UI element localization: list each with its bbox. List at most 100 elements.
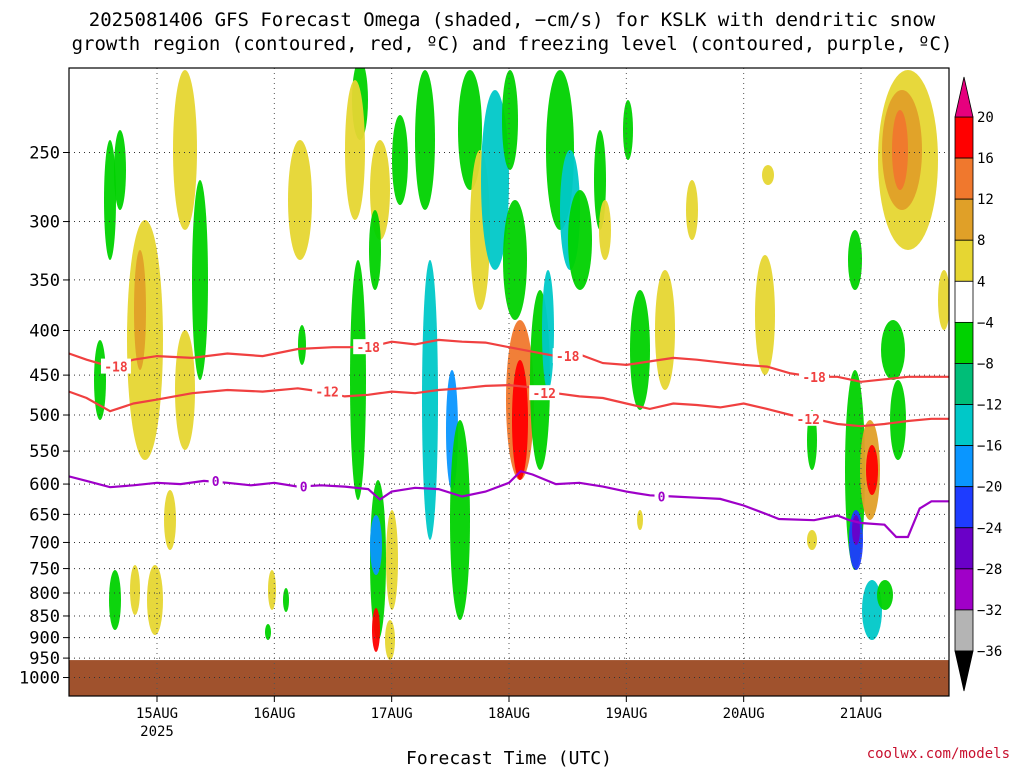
contour-label-bg (529, 385, 560, 401)
y-axis: 2503003504004505005506006507007508008509… (19, 144, 69, 689)
colorbar-label: 20 (977, 110, 994, 126)
colorbar-swatch (954, 280, 974, 323)
colorbar-label: 4 (977, 274, 985, 290)
contour-line-0 (69, 469, 949, 539)
colorbar-label: 16 (977, 151, 994, 167)
y-tick-label: 950 (29, 649, 60, 669)
colorbar-swatch (954, 198, 974, 241)
contour-label-bg (100, 358, 131, 374)
contour-label-bg (353, 339, 384, 355)
colorbar-label: −12 (977, 398, 1002, 414)
omega-cell (686, 180, 698, 240)
omega-cell (848, 230, 862, 290)
omega-cell (173, 70, 197, 230)
x-tick-label: 21AUG (840, 706, 882, 722)
omega-cell (288, 140, 312, 260)
colorbar-label: −8 (977, 356, 994, 372)
colorbar-label: −16 (977, 439, 1002, 455)
omega-cell (866, 445, 878, 495)
y-tick-label: 700 (29, 533, 60, 553)
omega-cell (372, 608, 380, 652)
omega-cell (147, 565, 163, 635)
omega-cell (938, 270, 949, 330)
contour-label-bg (312, 383, 343, 399)
colorbar-label: −32 (977, 603, 1002, 619)
omega-cell (890, 380, 906, 460)
x-axis-label: Forecast Time (UTC) (406, 748, 612, 768)
contour-label: -18 (802, 371, 826, 386)
x-tick-label: 18AUG (488, 706, 530, 722)
omega-cell (630, 290, 650, 410)
contour-label-bg (296, 478, 311, 494)
contour-label-bg (552, 348, 583, 364)
colorbar-label: −20 (977, 480, 1002, 496)
omega-cell (623, 100, 633, 160)
x-tick-label: 20AUG (723, 706, 765, 722)
chart-title-line-2: growth region (contoured, red, ºC) and f… (71, 33, 953, 55)
y-tick-label: 1000 (19, 669, 60, 689)
omega-cell (370, 515, 382, 575)
colorbar-label: 8 (977, 233, 985, 249)
x-axis: 15AUG 16AUG 17AUG 18AUG 19AUG 20AUG 21AUG 2025 (136, 696, 882, 740)
omega-cell (134, 250, 146, 370)
contour-label-bg (208, 472, 223, 488)
y-tick-label: 850 (29, 607, 60, 627)
x-tick-label: 16AUG (253, 706, 295, 722)
omega-cell (755, 255, 775, 375)
omega-cell (265, 624, 271, 640)
colorbar-bottom-arrow (954, 650, 974, 692)
colorbar-label: −36 (977, 644, 1002, 660)
contour-label-bg (654, 488, 669, 504)
contour-label-bg (799, 368, 830, 384)
contour-label: -18 (104, 361, 128, 376)
x-tick-label: 15AUG (136, 706, 178, 722)
omega-cell (104, 140, 116, 260)
colorbar-swatch (954, 404, 974, 447)
omega-cell (130, 565, 140, 615)
y-tick-label: 550 (29, 442, 60, 462)
contour-label: 0 (300, 481, 308, 496)
y-tick-label: 650 (29, 505, 60, 525)
omega-cell (655, 270, 675, 390)
omega-cell (450, 420, 470, 620)
contour-label-bg (793, 410, 824, 426)
omega-cell (762, 165, 774, 185)
credit-link[interactable]: coolwx.com/models (866, 746, 1010, 762)
omega-cell (892, 110, 908, 190)
colorbar-label: −24 (977, 521, 1002, 537)
omega-cell (109, 570, 121, 630)
omega-cell (298, 325, 306, 365)
colorbar-swatch (954, 568, 974, 611)
y-tick-label: 350 (29, 271, 60, 291)
x-tick-label: 19AUG (605, 706, 647, 722)
colorbar-swatch (954, 321, 974, 364)
colorbar-swatch (954, 609, 974, 652)
omega-cell (392, 115, 408, 205)
colorbar-swatch (954, 486, 974, 529)
y-tick-label: 750 (29, 560, 60, 580)
omega-cell (881, 320, 905, 380)
contour-label: -12 (315, 386, 338, 401)
colorbar-swatch (954, 239, 974, 282)
omega-cell (422, 260, 438, 540)
x-tick-label: 17AUG (371, 706, 413, 722)
contour-label: 0 (212, 475, 220, 490)
omega-cell (164, 490, 176, 550)
y-tick-label: 250 (29, 144, 60, 164)
omega-cell (283, 588, 289, 612)
x-year-label: 2025 (140, 724, 174, 740)
colorbar-label: 12 (977, 192, 994, 208)
colorbar-label: −28 (977, 562, 1002, 578)
contour-label: -18 (356, 341, 380, 356)
y-tick-label: 800 (29, 584, 60, 604)
omega-cell (386, 510, 398, 610)
omega-cell (599, 200, 611, 260)
contour-label: -18 (556, 350, 580, 365)
omega-cell (114, 130, 126, 210)
y-tick-label: 450 (29, 366, 60, 386)
omega-cell (268, 570, 276, 610)
omega-cell (415, 70, 435, 210)
omega-cell (192, 180, 208, 380)
contour-label: -12 (532, 387, 555, 402)
